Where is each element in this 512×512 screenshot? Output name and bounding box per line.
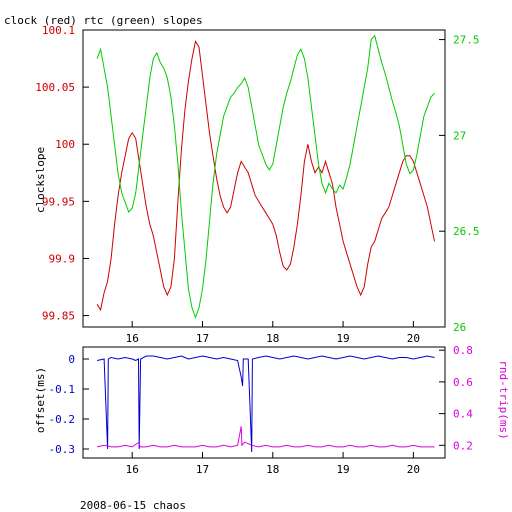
bottom-x-tick-label: 18	[266, 463, 279, 476]
top-x-tick-label: 16	[126, 332, 139, 345]
bottom-y-tick-label-left: 0	[68, 353, 75, 366]
bottom-y-tick-labels-right: 0.2 0.4 0.6 0.8	[439, 344, 473, 452]
top-y-tick-label-right: 26	[453, 321, 466, 334]
top-x-tick-label: 18	[266, 332, 279, 345]
top-series-line-1	[96, 34, 435, 319]
bottom-x-tick-label: 17	[196, 463, 209, 476]
top-series	[96, 34, 435, 319]
bottom-y-tick-label-right: 0.4	[453, 408, 473, 421]
bottom-y-tick-label-right: 0.8	[453, 344, 473, 357]
bottom-y-axis-label-left: offset(ms)	[34, 367, 47, 433]
bottom-series-line-0	[96, 355, 435, 453]
top-y-tick-label-left: 100.05	[35, 81, 75, 94]
bottom-y-tick-label-left: -0.2	[49, 413, 76, 426]
top-x-tick-label: 17	[196, 332, 209, 345]
bottom-x-ticks: 16 17 18 19 20	[126, 452, 420, 476]
top-y-tick-label-left: 99.95	[42, 195, 75, 208]
top-y-tick-label-right: 27.5	[453, 34, 480, 47]
top-y-tick-labels-left: 99.85 99.9 99.95 100 100.05 100.1	[35, 24, 89, 323]
top-y-axis-label: clockslope	[34, 147, 47, 213]
top-series-line-0	[96, 40, 435, 312]
bottom-y-tick-label-left: -0.1	[49, 383, 76, 396]
bottom-y-tick-labels-left: 0 -0.1 -0.2 -0.3	[49, 353, 89, 456]
top-x-tick-label: 20	[407, 332, 420, 345]
bottom-plot-frame	[82, 346, 446, 459]
top-y-tick-label-right: 26.5	[453, 225, 480, 238]
bottom-x-tick-label: 16	[126, 463, 139, 476]
bottom-y-tick-label-right: 0.2	[453, 439, 473, 452]
bottom-y-axis-label-right: rnd-trip(ms)	[497, 360, 510, 439]
top-y-tick-label-left: 99.9	[49, 252, 76, 265]
top-y-tick-labels-right: 26 26.5 27 27.5	[439, 34, 480, 334]
bottom-y-tick-label-right: 0.6	[453, 376, 473, 389]
top-plot-frame	[82, 29, 446, 328]
top-x-ticks: 16 17 18 19 20	[126, 321, 420, 345]
top-y-tick-label-left: 99.85	[42, 310, 75, 323]
top-y-tick-label-right: 27	[453, 129, 466, 142]
top-x-tick-label: 19	[336, 332, 349, 345]
bottom-series	[96, 355, 435, 453]
top-y-tick-label-left: 100	[55, 138, 75, 151]
bottom-series-line-1	[96, 426, 435, 448]
bottom-x-tick-label: 19	[336, 463, 349, 476]
bottom-x-tick-label: 20	[407, 463, 420, 476]
chart-title: clock (red) rtc (green) slopes	[4, 14, 203, 27]
footer-caption: 2008-06-15 chaos	[80, 499, 186, 512]
top-y-tick-label-left: 100.1	[42, 24, 75, 37]
bottom-y-tick-label-left: -0.3	[49, 443, 76, 456]
